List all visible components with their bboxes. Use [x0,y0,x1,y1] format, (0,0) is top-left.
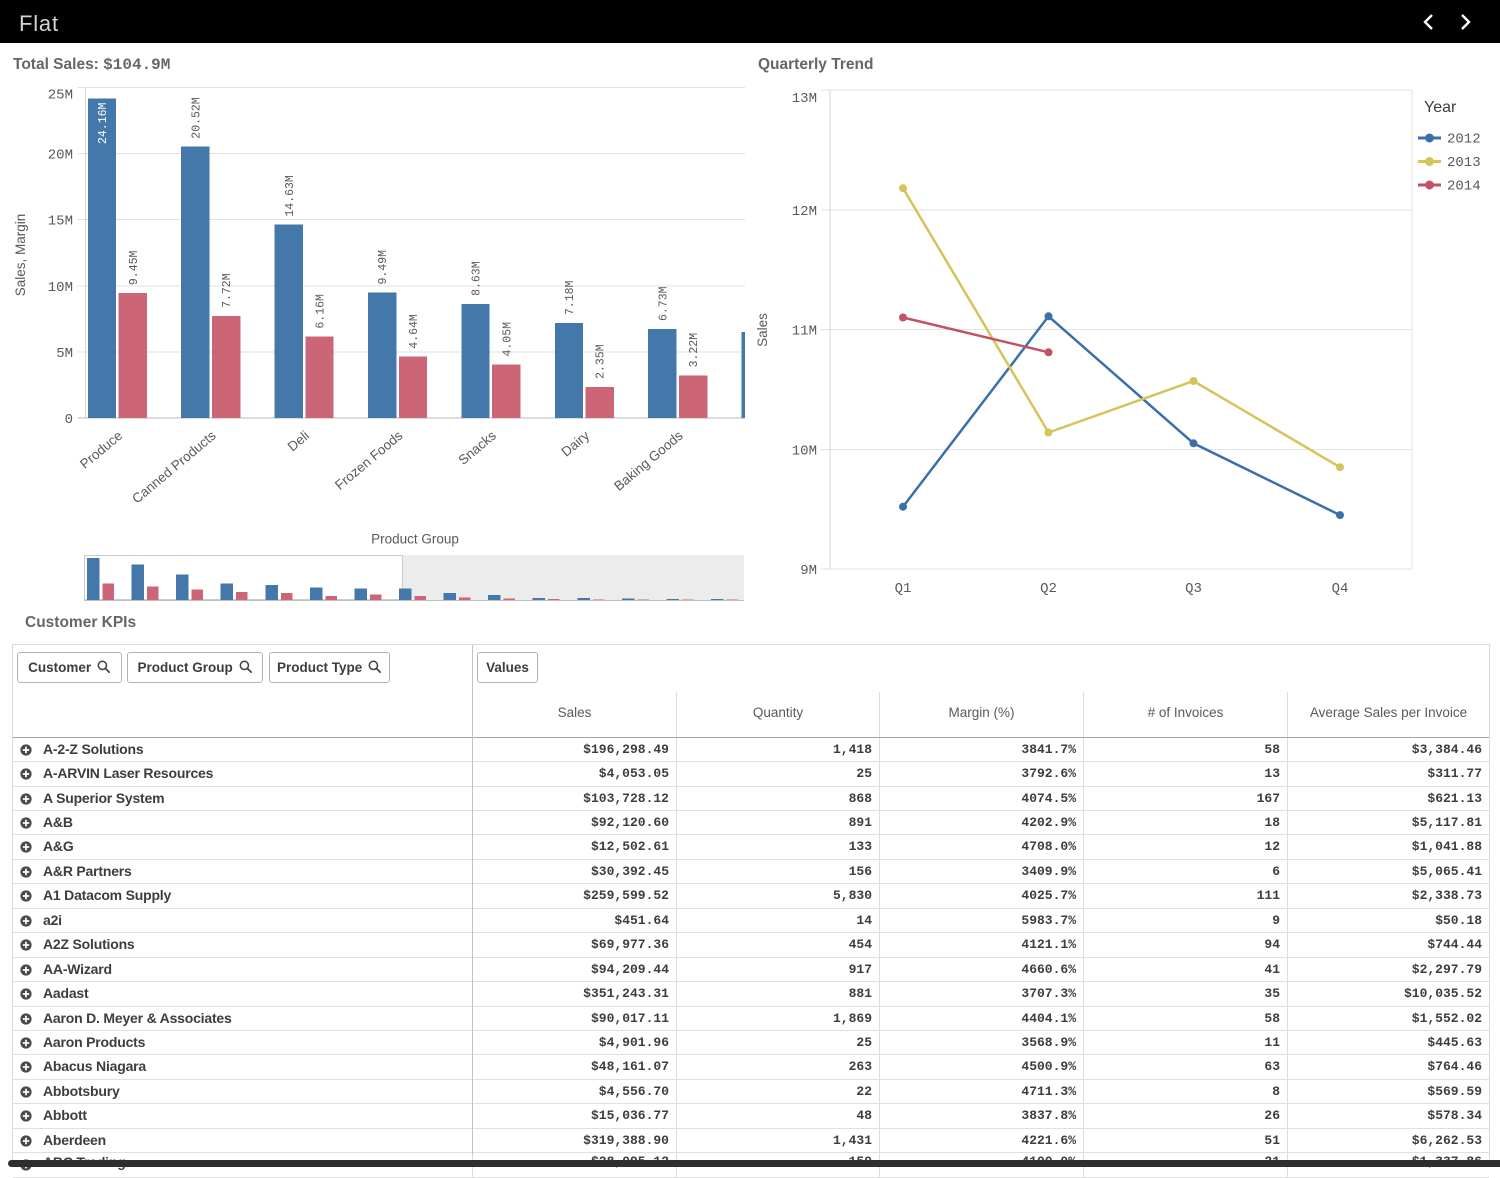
svg-text:Canned Products: Canned Products [129,428,219,507]
svg-text:Quarterly Trend: Quarterly Trend [758,56,873,73]
svg-text:Produce: Produce [77,428,125,472]
svg-text:Snacks: Snacks [455,428,499,468]
svg-text:11M: 11M [792,324,817,340]
svg-text:7.72M: 7.72M [221,273,234,308]
svg-text:Q3: Q3 [1185,581,1202,597]
svg-text:9.45M: 9.45M [128,250,141,285]
svg-text:7.18M: 7.18M [564,280,577,315]
svg-text:4.64M: 4.64M [408,314,421,349]
svg-text:Q2: Q2 [1040,581,1057,597]
svg-text:13M: 13M [792,91,817,107]
svg-text:9.49M: 9.49M [377,250,390,285]
svg-text:25M: 25M [48,88,73,104]
svg-text:0: 0 [65,412,73,428]
svg-text:Q1: Q1 [895,581,912,597]
svg-text:Year: Year [1424,99,1457,116]
svg-text:Sales, Margin: Sales, Margin [13,214,28,297]
svg-text:24.16M: 24.16M [97,102,110,144]
svg-text:6.73M: 6.73M [657,286,670,321]
svg-text:4.05M: 4.05M [501,322,514,357]
svg-text:10M: 10M [792,443,817,459]
svg-text:2014: 2014 [1447,179,1481,195]
svg-text:6.16M: 6.16M [315,294,328,329]
svg-text:Frozen Foods: Frozen Foods [332,428,406,493]
svg-text:20.52M: 20.52M [190,97,203,139]
svg-text:14.63M: 14.63M [284,175,297,217]
svg-text:20M: 20M [48,148,73,164]
svg-text:Product Group: Product Group [371,532,459,547]
svg-text:8.63M: 8.63M [471,261,484,296]
svg-text:Deli: Deli [285,428,312,454]
svg-text:15M: 15M [48,214,73,230]
svg-text:12M: 12M [792,204,817,220]
svg-text:2013: 2013 [1447,155,1481,171]
svg-text:Baking Goods: Baking Goods [611,428,686,494]
svg-text:9M: 9M [800,563,817,579]
svg-text:2.35M: 2.35M [595,344,608,379]
svg-text:Dairy: Dairy [558,428,592,460]
svg-text:Sales: Sales [755,313,770,347]
svg-text:Total Sales: $104.9M: Total Sales: $104.9M [13,56,170,74]
svg-text:2012: 2012 [1447,132,1481,148]
svg-text:Q4: Q4 [1332,581,1349,597]
svg-text:3.22M: 3.22M [688,333,701,368]
svg-text:5M: 5M [56,346,73,362]
svg-text:10M: 10M [48,280,73,296]
